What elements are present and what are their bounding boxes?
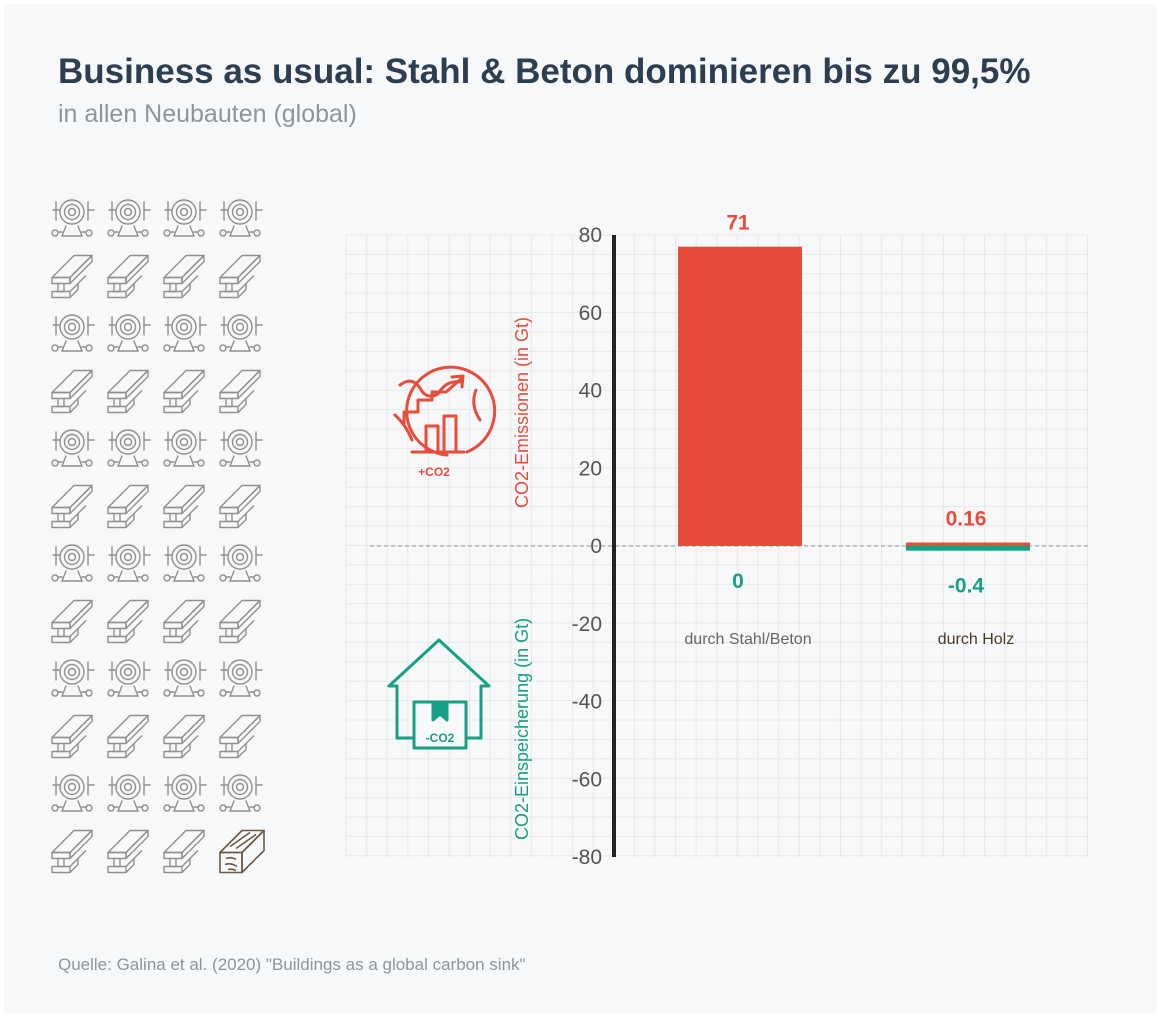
steel-beam-icon: [219, 599, 261, 644]
y-tick-label: 20: [579, 457, 602, 480]
chart-title: Business as usual: Stahl & Beton dominie…: [58, 52, 1031, 91]
concrete-mixer-icon: [163, 199, 207, 237]
y-tick-label: -40: [572, 691, 602, 714]
steel-beam-icon: [163, 369, 205, 414]
concrete-mixer-icon: [107, 774, 151, 812]
concrete-mixer-icon: [163, 429, 207, 467]
steel-beam-icon: [163, 829, 205, 874]
steel-beam-icon: [51, 484, 93, 529]
concrete-mixer-icon: [219, 429, 263, 467]
steel-beam-icon: [219, 254, 261, 299]
value-label-emission: 71: [726, 212, 750, 235]
chart-subtitle: in allen Neubauten (global): [58, 100, 357, 128]
storage-icon-label: -CO2: [426, 731, 455, 745]
concrete-mixer-icon: [219, 199, 263, 237]
emission-icon-label: +CO2: [418, 465, 450, 479]
category-label: durch Stahl/Beton: [684, 631, 811, 648]
concrete-mixer-icon: [107, 659, 151, 697]
concrete-mixer-icon: [219, 544, 263, 582]
steel-beam-icon: [51, 369, 93, 414]
steel-beam-icon: [107, 599, 149, 644]
co2-storage-icon: [387, 638, 491, 750]
y-tick-label: -20: [572, 613, 602, 636]
concrete-mixer-icon: [107, 429, 151, 467]
concrete-mixer-icon: [51, 659, 95, 697]
concrete-mixer-icon: [51, 314, 95, 352]
steel-beam-icon: [51, 254, 93, 299]
y-label-emissions: CO2-Emissionen (in Gt): [512, 317, 532, 508]
steel-beam-icon: [107, 369, 149, 414]
steel-beam-icon: [163, 254, 205, 299]
bar-emission: [906, 542, 1030, 546]
steel-beam-icon: [51, 714, 93, 759]
value-label-storage: 0: [732, 570, 744, 593]
steel-beam-icon: [107, 484, 149, 529]
y-tick-label: 40: [579, 380, 602, 403]
co2-emission-icon: [393, 365, 497, 457]
bar-emission: [678, 246, 802, 546]
steel-beam-icon: [219, 369, 261, 414]
steel-beam-icon: [51, 829, 93, 874]
concrete-mixer-icon: [51, 429, 95, 467]
y-label-storage: CO2-Einspeicherung (in Gt): [512, 618, 532, 840]
value-label-storage: -0.4: [948, 575, 985, 598]
concrete-mixer-icon: [107, 314, 151, 352]
steel-beam-icon: [107, 714, 149, 759]
concrete-mixer-icon: [163, 544, 207, 582]
y-tick-label: -80: [572, 846, 602, 869]
concrete-mixer-icon: [163, 774, 207, 812]
gridlines: [345, 234, 1089, 857]
source-note: Quelle: Galina et al. (2020) "Buildings …: [58, 955, 526, 974]
concrete-mixer-icon: [51, 544, 95, 582]
chart-card: [4, 4, 1157, 1014]
wood-beam-icon: [219, 829, 265, 874]
concrete-mixer-icon: [51, 774, 95, 812]
material-icon-grid: [51, 199, 265, 874]
concrete-mixer-icon: [219, 314, 263, 352]
y-tick-label: 0: [590, 535, 602, 558]
steel-beam-icon: [163, 714, 205, 759]
y-tick-label: -60: [572, 768, 602, 791]
bar-storage: [906, 546, 1030, 551]
category-label: durch Holz: [938, 631, 1014, 648]
steel-beam-icon: [163, 599, 205, 644]
concrete-mixer-icon: [163, 314, 207, 352]
steel-beam-icon: [51, 599, 93, 644]
concrete-mixer-icon: [219, 659, 263, 697]
concrete-mixer-icon: [107, 199, 151, 237]
value-label-emission: 0.16: [946, 508, 987, 531]
concrete-mixer-icon: [107, 544, 151, 582]
steel-beam-icon: [163, 484, 205, 529]
steel-beam-icon: [107, 829, 149, 874]
steel-beam-icon: [219, 714, 261, 759]
steel-beam-icon: [219, 484, 261, 529]
concrete-mixer-icon: [51, 199, 95, 237]
y-tick-label: 80: [579, 224, 602, 247]
concrete-mixer-icon: [163, 659, 207, 697]
concrete-mixer-icon: [219, 774, 263, 812]
steel-beam-icon: [107, 254, 149, 299]
y-tick-label: 60: [579, 302, 602, 325]
